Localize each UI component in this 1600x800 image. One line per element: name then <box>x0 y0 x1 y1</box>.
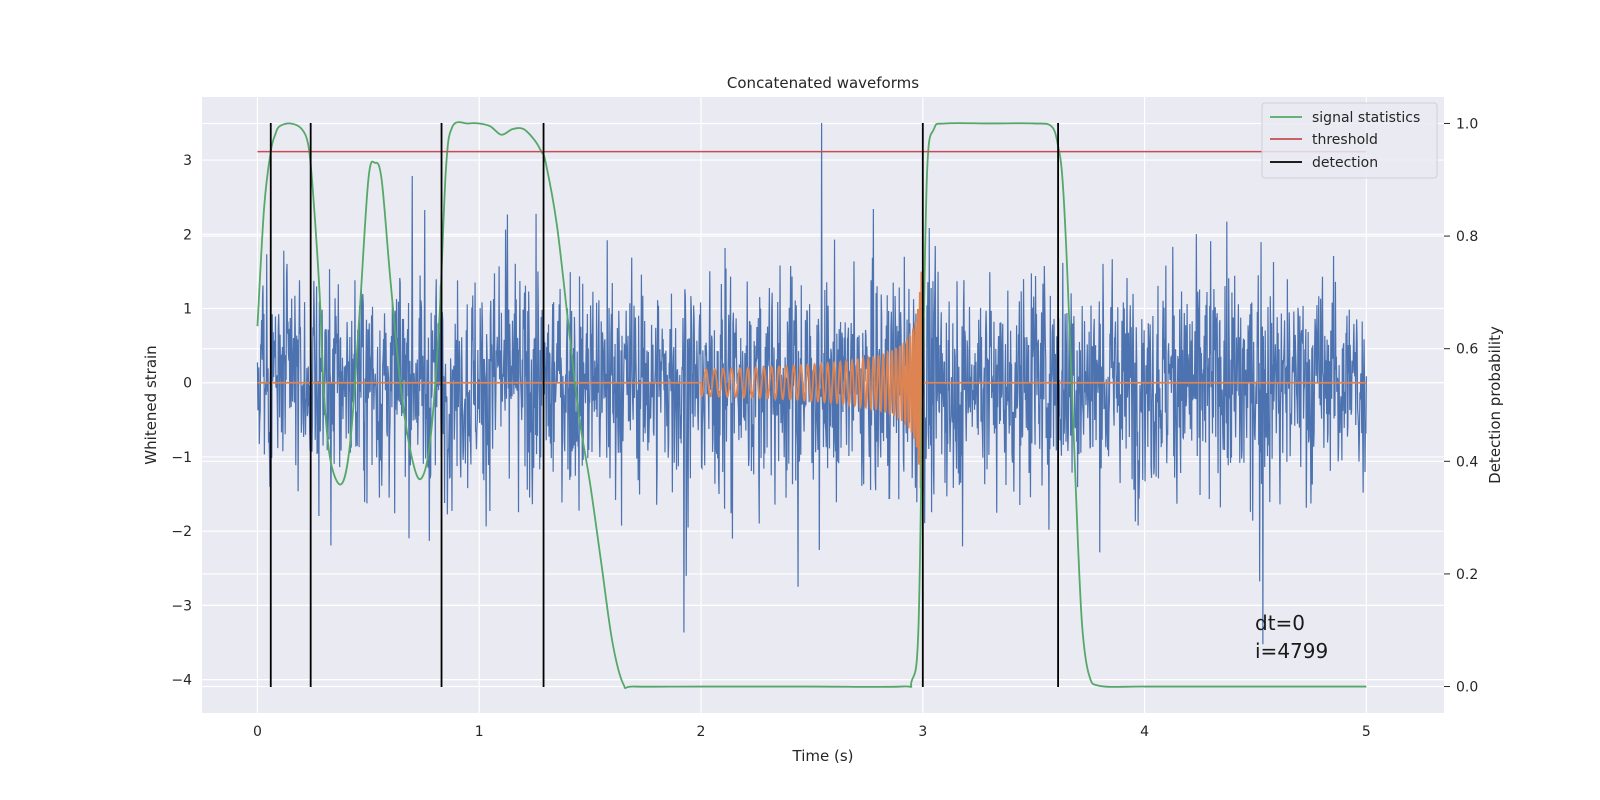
y-right-tick-label: 0.8 <box>1456 229 1478 245</box>
annotation-i: i=4799 <box>1255 639 1328 663</box>
chirp-series <box>257 271 1367 494</box>
x-tick-label: 2 <box>697 724 706 740</box>
legend-label-signal-statistics: signal statistics <box>1312 110 1420 126</box>
legend-label-detection: detection <box>1312 155 1378 171</box>
y-tick-label: −4 <box>171 673 192 689</box>
signal-statistics-line <box>256 121 1367 690</box>
x-tick-label: 0 <box>253 724 262 740</box>
signal-statistics-series <box>256 121 1367 690</box>
legend-label-threshold: threshold <box>1312 132 1378 148</box>
y-tick-label: 3 <box>183 153 192 169</box>
y-right-tick-label: 0.0 <box>1456 680 1478 696</box>
y-right-tick-label: 1.0 <box>1456 116 1478 132</box>
chart-title: Concatenated waveforms <box>727 74 919 92</box>
y-tick-label: 0 <box>183 376 192 392</box>
axis-ticks: 0 1 2 3 4 5 −4 −3 −2 −1 0 1 2 3 0.0 0.2 0.4 0.6 0.8 1.0 <box>171 116 1478 740</box>
y-axis-label: Whitened strain <box>142 345 160 464</box>
y-tick-label: 2 <box>183 227 192 243</box>
legend-box <box>1261 102 1438 179</box>
x-tick-label: 4 <box>1140 724 1149 740</box>
y-tick-label: −3 <box>171 598 192 614</box>
y-tick-label: 1 <box>183 302 192 318</box>
y-tick-label: −2 <box>171 524 192 540</box>
chirp-line <box>257 271 1367 494</box>
x-tick-label: 1 <box>475 724 484 740</box>
annotation-dt: dt=0 <box>1255 611 1305 635</box>
x-tick-label: 3 <box>918 724 927 740</box>
y-axis-right-label: Detection probability <box>1486 326 1504 484</box>
x-axis-label: Time (s) <box>792 747 854 765</box>
detection-lines <box>269 122 1059 688</box>
y-right-tick-label: 0.4 <box>1456 454 1478 470</box>
y-right-tick-label: 0.2 <box>1456 567 1478 583</box>
y-right-tick-label: 0.6 <box>1456 342 1478 358</box>
legend: signal statistics threshold detection <box>1261 102 1438 179</box>
y-tick-label: −1 <box>171 450 192 466</box>
x-tick-label: 5 <box>1362 724 1371 740</box>
